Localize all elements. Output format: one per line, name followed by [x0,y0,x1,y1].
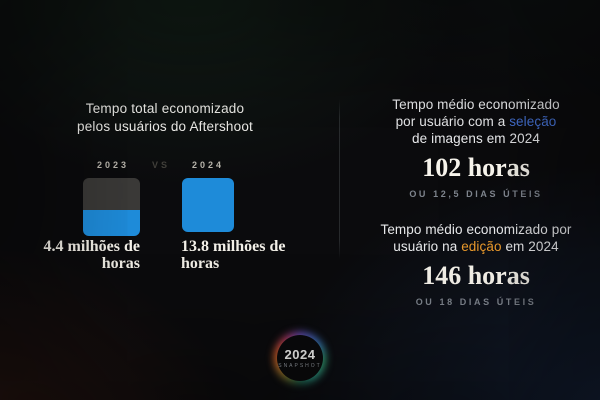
year-label-2024: 2024 [191,160,225,170]
left-chart-title: Tempo total economizado pelos usuários d… [58,100,272,136]
bar-2023-caption-line2: horas [101,255,140,272]
stat-selection-value: 102 horas [422,153,530,182]
logo-inner-disc: 2024 SNAPSHOT [277,335,323,381]
stat-editing-subtext: OU 18 DIAS ÚTEIS [415,297,537,307]
stat-selection-heading-line2-prefix: por usuário com a [395,114,510,129]
stat-selection-subtext: OU 12,5 DIAS ÚTEIS [409,189,543,199]
stat-editing-highlight: edição [461,239,502,254]
vs-label: VS [151,160,170,170]
stat-editing-heading-line1: Tempo médio economizado por [380,222,572,237]
stat-selection-heading: Tempo médio economizado por usuário com … [366,96,586,147]
stat-block-selection: Tempo médio economizado por usuário com … [366,96,586,199]
left-chart-title-line2: pelos usuários do Aftershoot [77,119,253,134]
bar-2023-value-segment [83,209,140,236]
bar-2023-remainder-segment [83,178,140,210]
bar-2024-caption-line2: horas [181,255,220,272]
bar-2023-caption-line1: 4.4 milhões de [43,238,140,255]
logo-year-text: 2024 [284,346,316,362]
year-labels-row: 2023 VS 2024 [0,160,340,172]
bar-2024-caption-line1: 13.8 milhões de [181,238,286,255]
stat-selection-heading-line3: de imagens em 2024 [412,131,540,146]
stat-selection-highlight: seleção [509,114,557,129]
stat-block-editing: Tempo médio economizado por usuário na e… [366,221,586,307]
stat-selection-heading-line1: Tempo médio economizado [392,97,560,112]
stat-editing-heading-line2-prefix: usuário na [393,239,462,254]
right-stats-column: Tempo médio economizado por usuário com … [366,96,586,307]
year-label-2023: 2023 [96,160,130,170]
snapshot-logo-badge: 2024 SNAPSHOT [272,330,328,386]
stat-editing-heading-line2-suffix: em 2024 [501,239,559,254]
bar-2023-caption: 4.4 milhões de horas [0,238,140,272]
bar-2023 [83,178,140,236]
left-chart-title-line1: Tempo total economizado [85,101,245,116]
vertical-divider [339,99,340,259]
bar-2024 [182,178,234,232]
logo-snapshot-text: SNAPSHOT [278,362,322,369]
stat-editing-value: 146 horas [422,261,530,290]
stat-editing-heading: Tempo médio economizado por usuário na e… [366,221,586,255]
bar-2024-caption: 13.8 milhões de horas [181,238,341,272]
